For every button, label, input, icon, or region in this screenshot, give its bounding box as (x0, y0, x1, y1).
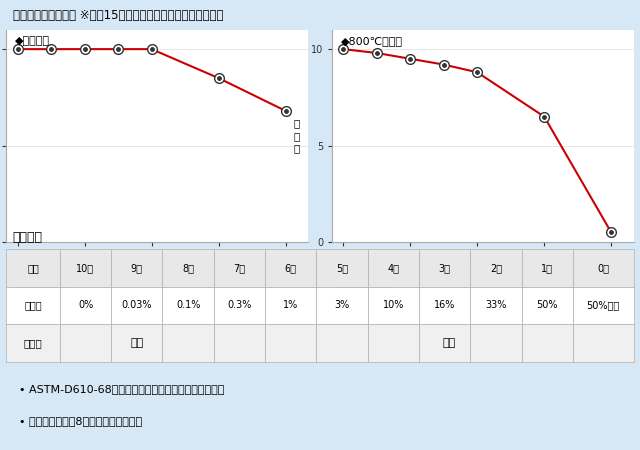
Bar (60, 324, 111, 361)
Bar (163, 287, 214, 324)
Bar (6, 249, 60, 287)
Bar (470, 324, 522, 361)
Text: 7点: 7点 (234, 263, 246, 273)
Text: 9点: 9点 (131, 263, 143, 273)
Text: 評価方法: 評価方法 (13, 230, 43, 243)
Bar (316, 249, 368, 287)
Bar (368, 249, 419, 287)
Bar (60, 287, 111, 324)
Bar (6, 324, 60, 361)
Bar (573, 324, 634, 361)
Text: ◆加熱なし: ◆加熱なし (15, 36, 51, 46)
Bar (163, 249, 214, 287)
Text: 1点: 1点 (541, 263, 554, 273)
Bar (163, 324, 214, 361)
Text: 実用性: 実用性 (24, 338, 42, 348)
Bar (522, 324, 573, 361)
Y-axis label: 評
価
点: 評 価 点 (294, 118, 300, 153)
Text: 6点: 6点 (285, 263, 297, 273)
Bar (6, 287, 60, 324)
Bar (316, 324, 368, 361)
Bar (214, 249, 265, 287)
Bar (573, 287, 634, 324)
Text: 防锆製（海辺曙露） ※膜厕15マイクロメートルでの防锆力評価: 防锆製（海辺曙露） ※膜厕15マイクロメートルでの防锆力評価 (13, 9, 223, 22)
Text: 10点: 10点 (76, 263, 95, 273)
Text: 4点: 4点 (387, 263, 399, 273)
Text: 3点: 3点 (439, 263, 451, 273)
Text: 50%: 50% (536, 300, 558, 310)
Bar (573, 249, 634, 287)
Bar (214, 287, 265, 324)
Bar (419, 324, 470, 361)
Bar (111, 324, 163, 361)
Text: 0.03%: 0.03% (122, 300, 152, 310)
Text: 3%: 3% (335, 300, 349, 310)
Text: 0点: 0点 (597, 263, 609, 273)
Bar (111, 287, 163, 324)
Bar (316, 287, 368, 324)
Bar (522, 287, 573, 324)
Bar (470, 249, 522, 287)
Text: 1%: 1% (283, 300, 298, 310)
Bar (265, 249, 316, 287)
Text: 10%: 10% (383, 300, 404, 310)
Bar (522, 249, 573, 287)
Text: なし: なし (443, 338, 456, 348)
Text: 0%: 0% (78, 300, 93, 310)
Bar (419, 287, 470, 324)
Text: ◎：ニッペセラモ: ◎：ニッペセラモ (15, 280, 65, 290)
Bar (60, 249, 111, 287)
Text: 50%以上: 50%以上 (587, 300, 620, 310)
Text: 点数: 点数 (28, 263, 39, 273)
Text: 0.3%: 0.3% (227, 300, 252, 310)
Text: • 実用性の判断は8点以上としました。: • 実用性の判断は8点以上としました。 (19, 416, 142, 426)
Bar (419, 249, 470, 287)
Text: 16%: 16% (434, 300, 456, 310)
Bar (214, 324, 265, 361)
Bar (265, 287, 316, 324)
Text: あり: あり (130, 338, 143, 348)
Text: 33%: 33% (485, 300, 507, 310)
Text: 5点: 5点 (336, 263, 348, 273)
Text: 発锆度: 発锆度 (24, 300, 42, 310)
Text: ◎：ニッペセラモ: ◎：ニッペセラモ (341, 280, 391, 290)
Bar (368, 324, 419, 361)
Text: 8点: 8点 (182, 263, 194, 273)
Bar (265, 324, 316, 361)
Bar (368, 287, 419, 324)
Text: 0.1%: 0.1% (176, 300, 200, 310)
Bar (470, 287, 522, 324)
Text: • ASTM-D610-68より、発度目視判定（白さびを除く）: • ASTM-D610-68より、発度目視判定（白さびを除く） (19, 384, 224, 394)
Text: ◆800℃加熱後: ◆800℃加熱後 (341, 36, 403, 46)
Text: 2点: 2点 (490, 263, 502, 273)
Bar (111, 249, 163, 287)
